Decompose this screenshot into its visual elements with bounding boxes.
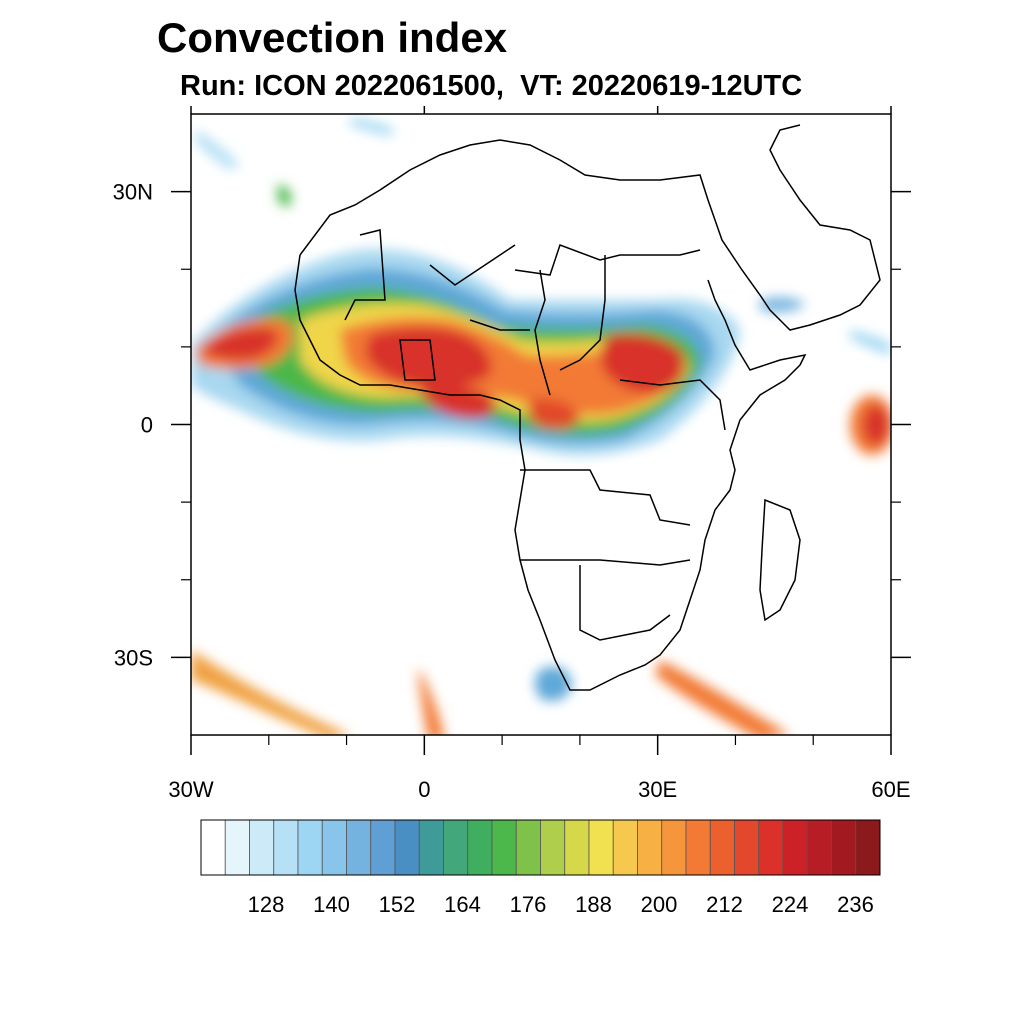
colorbar-swatch bbox=[418, 819, 444, 876]
colorbar-swatch bbox=[346, 819, 372, 876]
colorbar-swatch bbox=[831, 819, 857, 876]
colorbar-swatch bbox=[370, 819, 396, 876]
lon-tick-label: 30W bbox=[168, 777, 213, 802]
colorbar: 128 140 152 164 176 188 200 212 224 236 bbox=[200, 819, 881, 917]
colorbar-swatch bbox=[685, 819, 711, 876]
colorbar-swatch bbox=[806, 819, 832, 876]
lat-tick-label: 0 bbox=[141, 413, 153, 438]
colorbar-swatch bbox=[709, 819, 735, 876]
colorbar-swatch bbox=[564, 819, 590, 876]
colorbar-frame bbox=[200, 819, 881, 876]
colorbar-swatch bbox=[661, 819, 687, 876]
lon-tick-label: 30E bbox=[638, 777, 677, 802]
colorbar-label: 224 bbox=[772, 892, 809, 917]
colorbar-swatch bbox=[782, 819, 808, 876]
colorbar-swatch bbox=[467, 819, 493, 876]
colorbar-label: 152 bbox=[379, 892, 416, 917]
colorbar-swatch bbox=[612, 819, 638, 876]
colorbar-label: 128 bbox=[248, 892, 285, 917]
colorbar-label: 140 bbox=[313, 892, 350, 917]
colorbar-label: 188 bbox=[575, 892, 612, 917]
axis-ticks: 30W 0 30E 60E 30N 0 30S bbox=[113, 106, 911, 802]
lon-tick-label: 0 bbox=[418, 777, 430, 802]
colorbar-swatch bbox=[758, 819, 784, 876]
convection-field bbox=[191, 118, 891, 735]
chart-title: Convection index bbox=[157, 14, 508, 61]
lat-tick-label: 30N bbox=[113, 180, 153, 205]
colorbar-swatch bbox=[637, 819, 663, 876]
lon-tick-label: 60E bbox=[871, 777, 910, 802]
colorbar-swatch bbox=[588, 819, 614, 876]
colorbar-swatch bbox=[200, 819, 226, 876]
colorbar-swatch bbox=[321, 819, 347, 876]
coastlines bbox=[294, 124, 881, 691]
colorbar-swatch bbox=[224, 819, 250, 876]
colorbar-swatch bbox=[273, 819, 299, 876]
colorbar-label: 164 bbox=[444, 892, 481, 917]
field-shading bbox=[191, 118, 891, 735]
colorbar-label: 200 bbox=[641, 892, 678, 917]
colorbar-swatch bbox=[855, 819, 881, 876]
lat-tick-label: 30S bbox=[114, 645, 153, 670]
colorbar-label: 176 bbox=[510, 892, 547, 917]
colorbar-swatch bbox=[249, 819, 275, 876]
colorbar-swatch bbox=[443, 819, 469, 876]
colorbar-swatch bbox=[394, 819, 420, 876]
colorbar-swatch bbox=[540, 819, 566, 876]
colorbar-swatch bbox=[734, 819, 760, 876]
colorbar-swatch bbox=[297, 819, 323, 876]
colorbar-label: 236 bbox=[837, 892, 874, 917]
chart-subtitle: Run: ICON 2022061500, VT: 20220619-12UTC bbox=[180, 70, 803, 102]
colorbar-swatch bbox=[515, 819, 541, 876]
colorbar-swatch bbox=[491, 819, 517, 876]
colorbar-label: 212 bbox=[706, 892, 743, 917]
